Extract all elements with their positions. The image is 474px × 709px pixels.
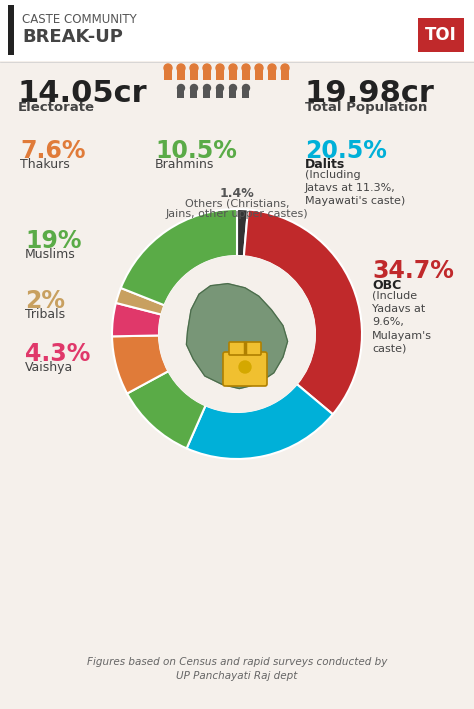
Circle shape: [242, 64, 250, 72]
Text: Electorate: Electorate: [18, 101, 95, 114]
Text: 20.5%: 20.5%: [305, 139, 387, 163]
Bar: [8, 5, 14, 55]
FancyBboxPatch shape: [164, 69, 172, 80]
Text: BREAK-UP: BREAK-UP: [22, 28, 123, 46]
Circle shape: [190, 64, 198, 72]
FancyBboxPatch shape: [216, 69, 224, 80]
Text: Total Population: Total Population: [305, 101, 427, 114]
Text: 10.5%: 10.5%: [155, 139, 237, 163]
Circle shape: [164, 64, 172, 72]
Text: Muslims: Muslims: [25, 248, 76, 261]
Text: 1.4%: 1.4%: [219, 187, 255, 200]
FancyBboxPatch shape: [217, 89, 224, 98]
Circle shape: [229, 84, 237, 91]
FancyBboxPatch shape: [203, 69, 211, 80]
Text: TOI: TOI: [425, 26, 457, 44]
Circle shape: [268, 64, 276, 72]
Wedge shape: [187, 384, 333, 459]
Circle shape: [243, 84, 249, 91]
FancyBboxPatch shape: [281, 69, 289, 80]
FancyBboxPatch shape: [229, 69, 237, 80]
FancyBboxPatch shape: [177, 89, 184, 98]
Circle shape: [159, 256, 315, 412]
Text: 2%: 2%: [25, 289, 65, 313]
FancyBboxPatch shape: [191, 89, 198, 98]
FancyBboxPatch shape: [255, 69, 263, 80]
FancyBboxPatch shape: [223, 352, 267, 386]
Circle shape: [255, 64, 263, 72]
Circle shape: [239, 361, 251, 373]
Text: 4.3%: 4.3%: [25, 342, 91, 366]
Circle shape: [191, 84, 198, 91]
Text: Vaishya: Vaishya: [25, 361, 73, 374]
Text: 19.98cr: 19.98cr: [305, 79, 435, 108]
FancyBboxPatch shape: [242, 69, 250, 80]
Text: 14.05cr: 14.05cr: [18, 79, 147, 108]
Text: Tribals: Tribals: [25, 308, 65, 321]
Wedge shape: [112, 335, 168, 393]
Circle shape: [217, 84, 224, 91]
Text: 19%: 19%: [25, 229, 82, 253]
FancyBboxPatch shape: [177, 69, 185, 80]
Circle shape: [177, 64, 185, 72]
FancyBboxPatch shape: [229, 89, 237, 98]
Text: OBC: OBC: [372, 279, 401, 292]
Wedge shape: [116, 288, 164, 315]
Circle shape: [177, 84, 184, 91]
Text: Thakurs: Thakurs: [20, 158, 70, 171]
Text: (Including
Jatavs at 11.3%,
Mayawati's caste): (Including Jatavs at 11.3%, Mayawati's c…: [305, 170, 405, 206]
Wedge shape: [121, 209, 237, 306]
Text: Dalits: Dalits: [305, 158, 345, 171]
Text: CASTE COMMUNITY: CASTE COMMUNITY: [22, 13, 137, 26]
Circle shape: [229, 64, 237, 72]
Wedge shape: [244, 209, 362, 414]
Circle shape: [203, 64, 211, 72]
Wedge shape: [127, 371, 206, 448]
Circle shape: [203, 84, 210, 91]
Text: Others (Christians,: Others (Christians,: [185, 198, 289, 208]
Wedge shape: [112, 303, 162, 336]
FancyBboxPatch shape: [190, 69, 198, 80]
FancyBboxPatch shape: [243, 89, 249, 98]
Text: Brahmins: Brahmins: [155, 158, 214, 171]
Circle shape: [281, 64, 289, 72]
Wedge shape: [237, 209, 248, 256]
Text: (Include
Yadavs at
9.6%,
Mulayam's
caste): (Include Yadavs at 9.6%, Mulayam's caste…: [372, 291, 432, 354]
Text: 7.6%: 7.6%: [20, 139, 85, 163]
Text: 34.7%: 34.7%: [372, 259, 454, 283]
Bar: [0, 0, 474, 61]
FancyBboxPatch shape: [203, 89, 210, 98]
Polygon shape: [186, 284, 288, 389]
Circle shape: [216, 64, 224, 72]
Text: Jains, other upper castes): Jains, other upper castes): [166, 209, 308, 219]
FancyBboxPatch shape: [229, 342, 261, 355]
FancyBboxPatch shape: [268, 69, 276, 80]
Text: Figures based on Census and rapid surveys conducted by
UP Panchayati Raj dept: Figures based on Census and rapid survey…: [87, 657, 387, 681]
Bar: [418, 18, 464, 52]
